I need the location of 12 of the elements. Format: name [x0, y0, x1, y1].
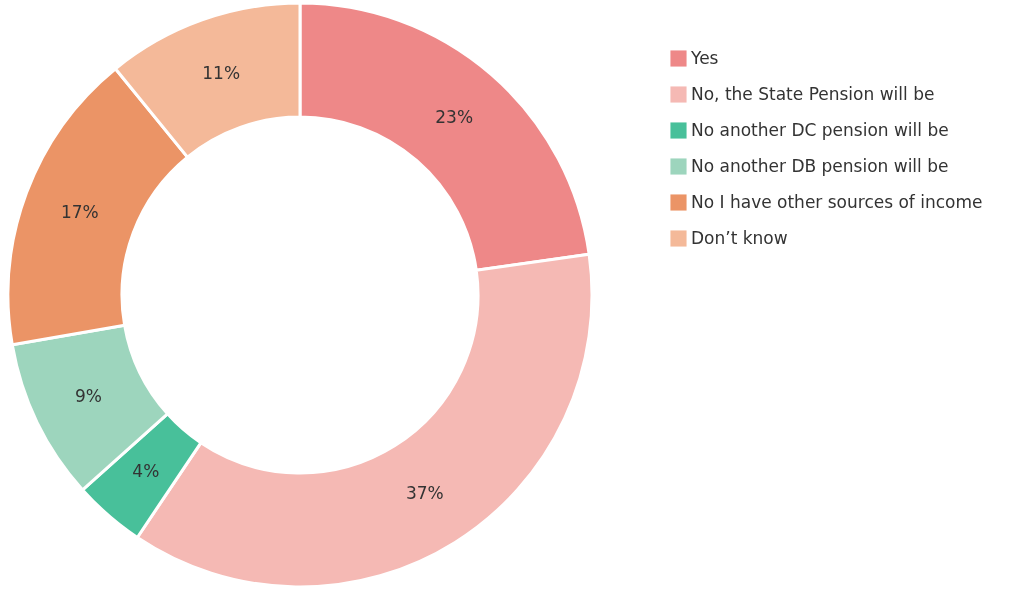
legend-label: Yes	[690, 47, 719, 68]
legend-label: Don’t know	[691, 227, 788, 248]
legend-label: No another DB pension will be	[691, 155, 949, 176]
data-label: 23%	[435, 106, 474, 127]
data-label: 9%	[75, 386, 102, 407]
legend-label: No another DC pension will be	[691, 119, 949, 140]
legend-label: No I have other sources of income	[691, 191, 983, 212]
data-label: 4%	[132, 461, 160, 482]
data-label: 17%	[60, 201, 99, 222]
legend-label: No, the State Pension will be	[691, 83, 935, 104]
data-label: 11%	[202, 62, 241, 83]
data-label: 37%	[405, 483, 444, 504]
